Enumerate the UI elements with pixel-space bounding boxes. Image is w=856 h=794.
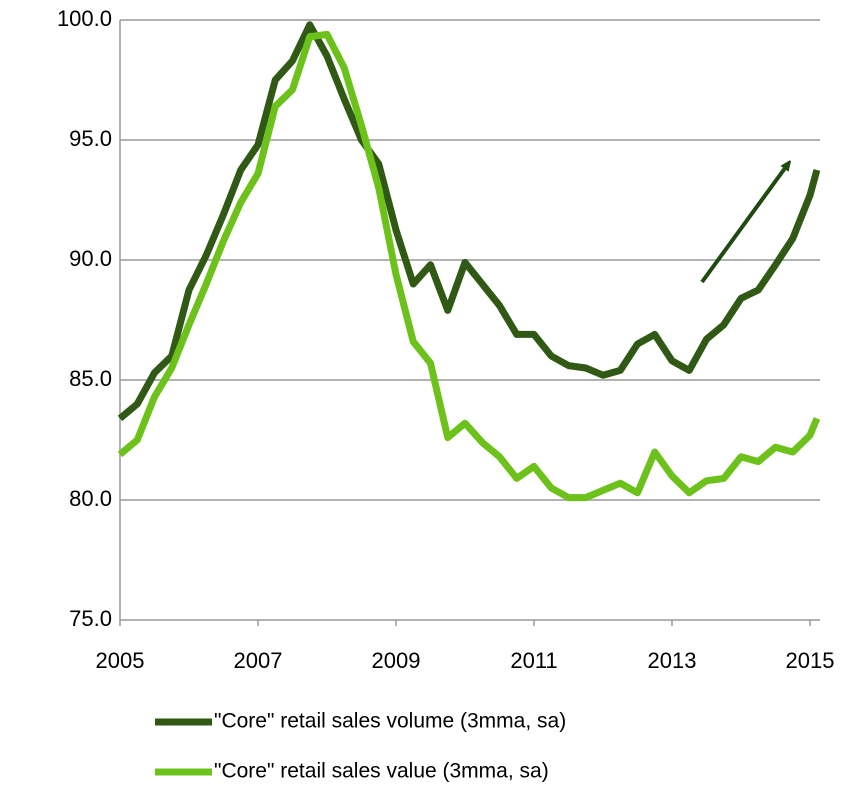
x-tick-label: 2013 [648, 648, 697, 673]
y-tick-label: 75.0 [69, 606, 112, 631]
trend-arrow [700, 164, 788, 284]
x-tick-label: 2011 [510, 648, 557, 673]
y-tick-label: 80.0 [69, 486, 112, 511]
legend-label: "Core" retail sales volume (3mma, sa) [214, 710, 566, 733]
y-tick-label: 90.0 [69, 246, 112, 271]
x-tick-label: 2005 [96, 648, 145, 673]
y-tick-label: 95.0 [69, 126, 112, 151]
y-tick-label: 85.0 [69, 366, 112, 391]
x-tick-label: 2007 [234, 648, 283, 673]
x-tick-label: 2015 [786, 648, 835, 673]
y-tick-label: 100.0 [57, 6, 112, 31]
series-line [117, 21, 821, 422]
x-tick-label: 2009 [372, 648, 421, 673]
series-line [117, 30, 821, 502]
legend-label: "Core" retail sales value (3mma, sa) [214, 760, 549, 783]
